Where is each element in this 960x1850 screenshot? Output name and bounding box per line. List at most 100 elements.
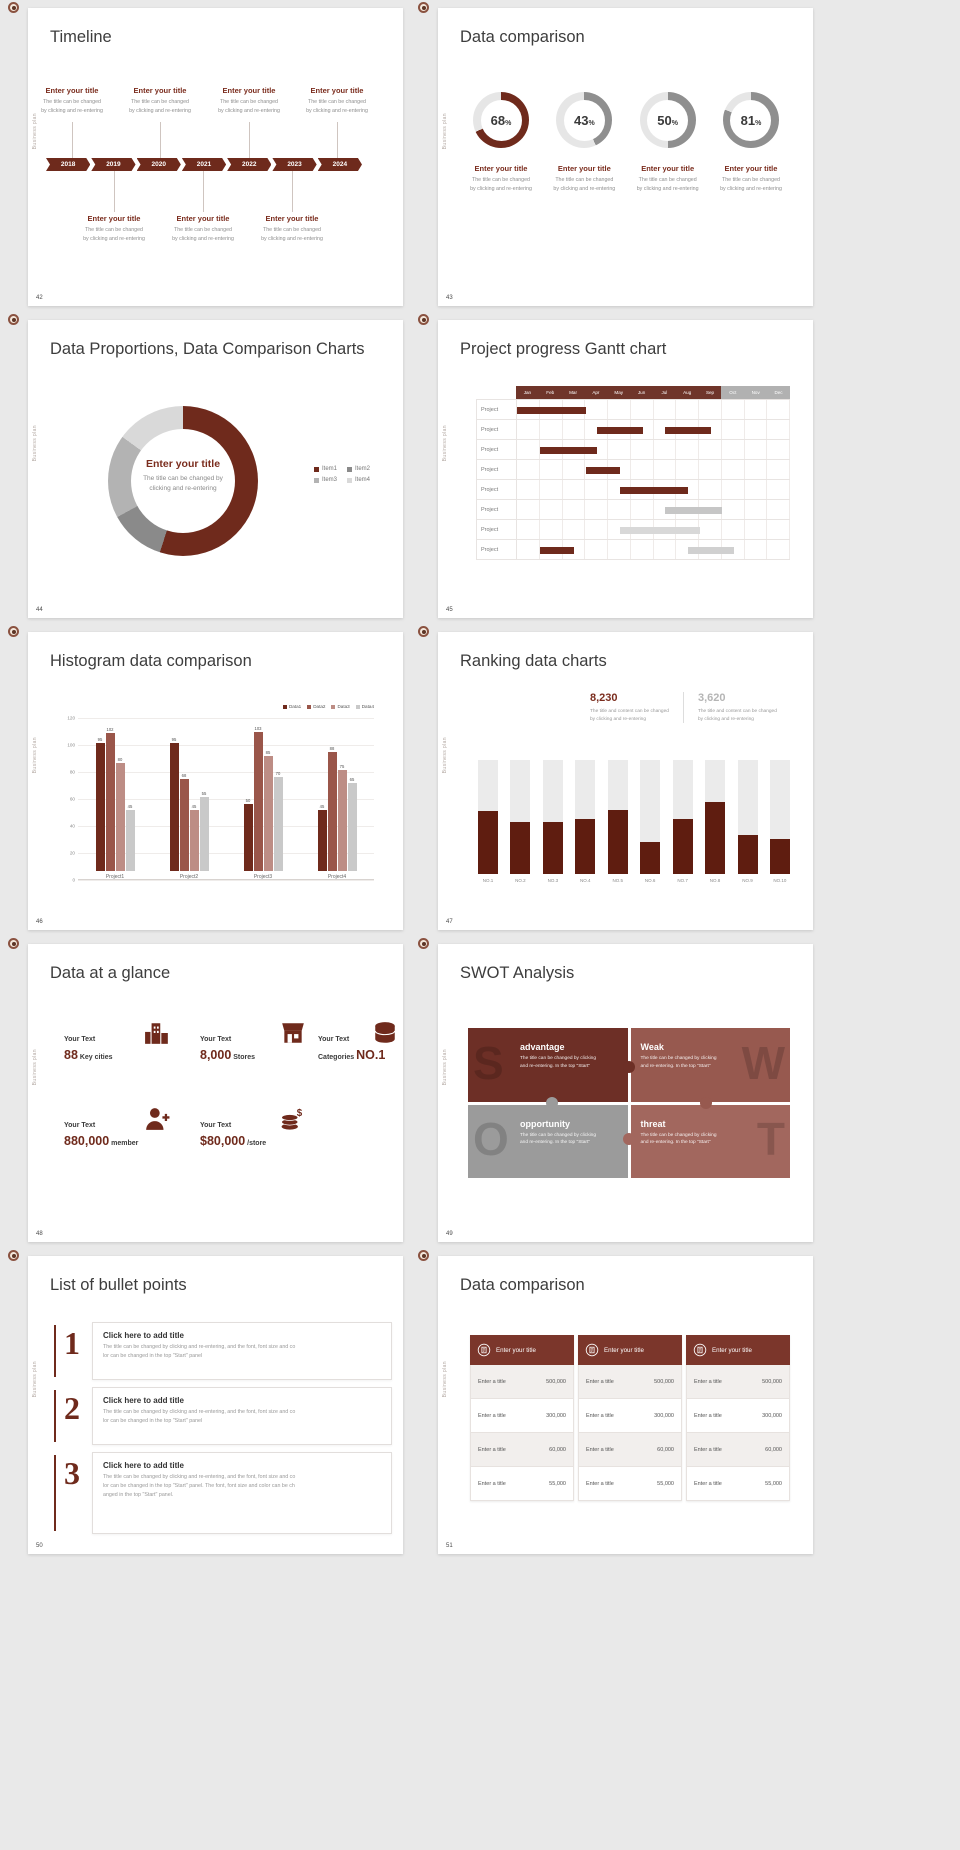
slide-49-title: SWOT Analysis — [460, 964, 575, 982]
table-row-label: Enter a title — [586, 1412, 614, 1419]
gantt-row-label: Project — [477, 440, 517, 459]
slide-44-thumbnail[interactable]: Business plan Data Proportions, Data Com… — [28, 320, 403, 618]
gantt-row-label: Project — [477, 400, 517, 419]
gantt-month: Jan — [516, 386, 539, 399]
hist-ytick-label: 120 — [67, 715, 75, 721]
table-row-label: Enter a title — [586, 1446, 614, 1453]
slide-44-title: Data Proportions, Data Comparison Charts — [50, 340, 365, 358]
slide-44-page-number: 44 — [36, 607, 43, 613]
table-row-label: Enter a title — [586, 1480, 614, 1487]
gantt-cell — [631, 460, 654, 479]
gantt-bar — [688, 546, 734, 554]
cell-48: Business plan Data at a glance Your Text… — [0, 936, 410, 1248]
timeline-entry-desc: The title can be changed — [84, 227, 143, 233]
slide-47-thumbnail[interactable]: Business plan Ranking data charts 8,230 … — [438, 632, 813, 930]
rank-category-label: NO.5 — [612, 878, 623, 883]
rank-column: NO.10 — [769, 760, 790, 883]
business-plan-vertical-label: Business plan — [442, 1049, 448, 1086]
gantt-row: Project — [476, 520, 790, 540]
gantt-bar — [619, 526, 700, 534]
slide-46-thumbnail[interactable]: Business plan Histogram data comparison … — [28, 632, 403, 930]
stat-prefix: Categories — [318, 1054, 357, 1061]
donut-center-title: Enter your title — [145, 458, 221, 470]
bullet-number: 2 — [64, 1390, 80, 1426]
bar: 88 — [327, 746, 337, 871]
table-row: Enter a title 500,000 — [686, 1365, 790, 1399]
stat-value: 8,000 — [200, 1048, 232, 1062]
gantt-cell — [745, 400, 768, 419]
gantt-cell — [585, 440, 608, 459]
slide-bullet-icon — [8, 1250, 19, 1261]
slide-51-thumbnail[interactable]: Business plan Data comparison Enter your… — [438, 1256, 813, 1554]
timeline-connector — [160, 122, 161, 158]
bullet-desc-line: The title can be changed by clicking and… — [103, 1474, 296, 1480]
donut-item-title: Enter your title — [557, 164, 611, 173]
bullet-number: 3 — [64, 1455, 80, 1491]
gantt-cell — [608, 440, 631, 459]
table-row: Enter a title 60,000 — [686, 1433, 790, 1467]
slide-50-page-number: 50 — [36, 1543, 43, 1549]
timeline-entry: Enter your title The title can be changed… — [68, 214, 160, 243]
ranking-stat-secondary-desc-2: by clicking and re-entering — [697, 716, 754, 722]
data-table: Enter your title Enter a title 500,000 Ente… — [578, 1335, 682, 1501]
slide-43-page-number: 43 — [446, 295, 453, 301]
document-circle-icon — [477, 1343, 491, 1357]
gantt-cell — [745, 420, 768, 439]
table-row-value: 60,000 — [657, 1446, 674, 1453]
store-icon — [280, 1020, 306, 1046]
donut-ring: 43% — [556, 92, 613, 148]
gantt-cell — [767, 440, 790, 459]
percent-sign: % — [671, 119, 678, 127]
stat-label: Your Text — [64, 1122, 96, 1129]
gantt-month: Dec — [767, 386, 790, 399]
rank-track — [542, 760, 563, 874]
donut-ring: 50% — [639, 92, 696, 148]
table-row-value: 300,000 — [762, 1412, 782, 1419]
timeline-entry-desc: by clicking and re-entering — [129, 107, 191, 114]
timeline-year: 2020 — [137, 158, 181, 171]
donut-progress-item: 50% Enter your title The title can be chan… — [627, 92, 709, 193]
member-icon — [144, 1106, 170, 1132]
donut-item-desc: by clicking and re-entering — [720, 185, 782, 192]
donut-chart-center: Enter your title The title can be change… — [131, 429, 235, 533]
gantt-cell — [517, 520, 540, 539]
slide-48-thumbnail[interactable]: Business plan Data at a glance Your Text… — [28, 944, 403, 1242]
rank-fill — [672, 819, 693, 874]
table-row: Enter a title 55,000 — [578, 1467, 682, 1501]
table-row-label: Enter a title — [478, 1378, 506, 1385]
bullet-accent-line — [54, 1455, 56, 1531]
timeline-entry-desc: The title can be changed — [307, 99, 366, 105]
bar-value-label: 95 — [171, 736, 177, 742]
slide-50-thumbnail[interactable]: Business plan List of bullet points 1 Cli… — [28, 1256, 403, 1554]
gantt-cell — [608, 400, 631, 419]
hist-plot: 0 20 40 60 80 100 120 — [67, 716, 374, 883]
x-axis-label: Project2 — [179, 874, 199, 880]
legend-item: Data2 — [307, 704, 325, 709]
swot-letter: W — [741, 1036, 785, 1089]
slide-45-thumbnail[interactable]: Business plan Project progress Gantt cha… — [438, 320, 813, 618]
swot-desc: and re-entering. In the top "Start" — [640, 1140, 711, 1146]
donut-item-desc: The title can be changed — [555, 177, 614, 183]
gantt-cell — [608, 460, 631, 479]
donut-percent-value: 50% — [657, 112, 678, 128]
bar-value-label: 45 — [191, 804, 197, 810]
gantt-bar — [619, 486, 689, 494]
slide-42-thumbnail[interactable]: Business plan Timeline 2018 2019 2020 2021 2… — [28, 8, 403, 306]
puzzle-knob — [623, 1061, 635, 1073]
rank-category-label: NO.3 — [547, 878, 559, 883]
coins-icon: $ — [280, 1106, 306, 1132]
categories-icon — [372, 1020, 398, 1046]
table-row: Enter a title 500,000 — [578, 1365, 682, 1399]
table-row-value: 60,000 — [549, 1446, 566, 1453]
timeline-connector — [72, 122, 73, 158]
stat-label: Your Text — [200, 1122, 232, 1129]
bullet-item: 2 Click here to add title The title can be… — [54, 1387, 392, 1445]
stat-unit: Stores — [231, 1054, 256, 1061]
slide-bullet-icon — [418, 2, 429, 13]
slide-43-thumbnail[interactable]: Business plan Data comparison 68% Enter y… — [438, 8, 813, 306]
stat-unit: /store — [245, 1140, 267, 1147]
legend-item: Item1 — [314, 466, 337, 472]
gantt-cell — [631, 540, 654, 559]
